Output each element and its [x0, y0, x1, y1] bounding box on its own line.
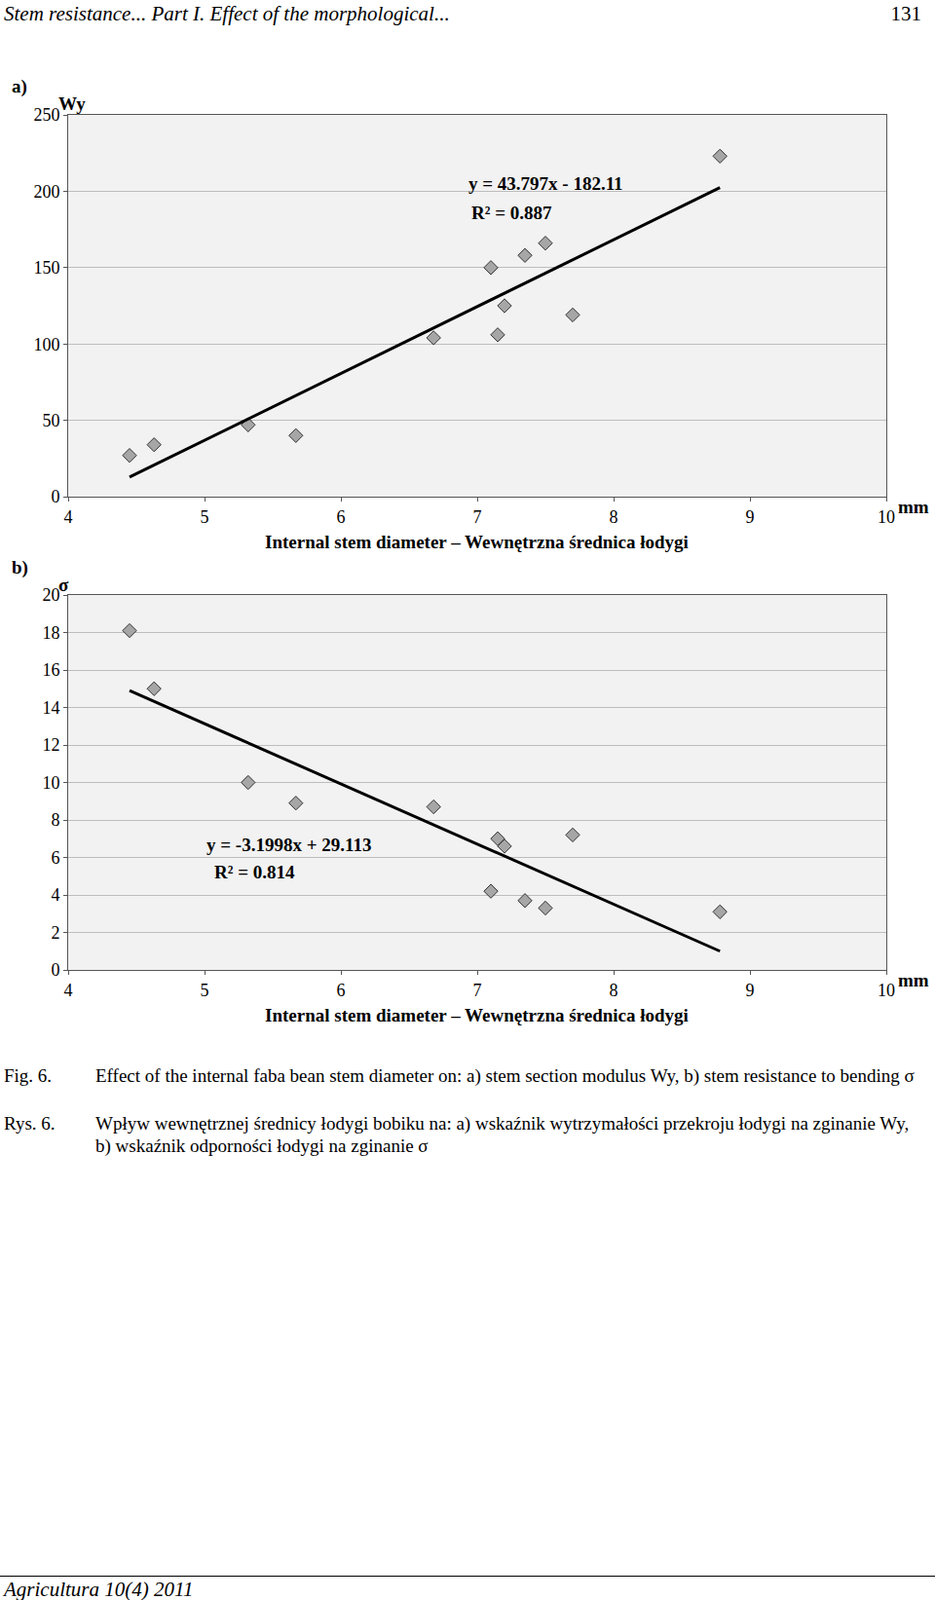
svg-text:16: 16	[41, 660, 60, 680]
svg-text:10: 10	[877, 980, 896, 1001]
svg-text:10: 10	[41, 773, 60, 793]
svg-text:250: 250	[33, 105, 60, 125]
svg-text:12: 12	[41, 735, 60, 755]
svg-text:y = -3.1998x + 29.113: y = -3.1998x + 29.113	[206, 834, 372, 856]
html-text:Effect of the internal faba be: Effect of the internal faba bean stem di…	[95, 1065, 915, 1086]
svg-text:6: 6	[50, 848, 60, 868]
svg-text:R² = 0.814: R² = 0.814	[214, 861, 296, 883]
svg-text:100: 100	[33, 335, 60, 355]
svg-text:20: 20	[41, 585, 60, 605]
svg-text:50: 50	[41, 411, 60, 431]
html-text:Fig. 6.: Fig. 6.	[3, 1065, 52, 1086]
svg-text:7: 7	[473, 980, 483, 1001]
svg-text:9: 9	[746, 507, 755, 527]
svg-text:10: 10	[877, 507, 896, 527]
svg-text:200: 200	[33, 182, 60, 202]
html-text:Wpływ wewnętrznej średnicy łod: Wpływ wewnętrznej średnicy łodygi bobiku…	[95, 1113, 909, 1157]
svg-text:8: 8	[50, 810, 60, 830]
svg-text:150: 150	[33, 258, 60, 278]
svg-text:mm: mm	[897, 970, 930, 991]
svg-text:y = 43.797x - 182.11: y = 43.797x - 182.11	[468, 173, 624, 194]
svg-text:a): a)	[11, 75, 28, 98]
svg-text:7: 7	[473, 507, 483, 527]
svg-text:5: 5	[200, 980, 210, 1001]
html-text:131: 131	[890, 1, 922, 26]
svg-text:2: 2	[50, 923, 60, 943]
svg-text:8: 8	[609, 980, 619, 1001]
svg-text:mm: mm	[897, 496, 930, 518]
html-text:Stem resistance... Part I. Eff: Stem resistance... Part I. Effect of the…	[3, 1, 450, 26]
svg-text:Wy: Wy	[58, 93, 86, 114]
svg-text:5: 5	[200, 507, 210, 527]
svg-text:14: 14	[41, 698, 60, 718]
svg-text:4: 4	[50, 885, 60, 905]
html-text:Rys. 6.: Rys. 6.	[3, 1113, 56, 1134]
svg-text:0: 0	[50, 960, 60, 980]
svg-text:Internal stem diameter – Wewnę: Internal stem diameter – Wewnętrzna śred…	[264, 1005, 689, 1026]
svg-text:9: 9	[746, 980, 755, 1001]
svg-text:18: 18	[41, 623, 60, 643]
svg-text:6: 6	[336, 980, 346, 1001]
svg-text:4: 4	[64, 507, 74, 527]
svg-text:6: 6	[336, 507, 346, 527]
svg-text:8: 8	[609, 507, 619, 527]
svg-text:Internal stem diameter – Wewnę: Internal stem diameter – Wewnętrzna śred…	[264, 531, 689, 553]
svg-text:0: 0	[50, 486, 60, 507]
svg-text:σ: σ	[58, 574, 70, 596]
svg-text:4: 4	[64, 980, 74, 1001]
svg-text:b): b)	[11, 557, 29, 579]
svg-text:R² = 0.887: R² = 0.887	[471, 202, 553, 224]
